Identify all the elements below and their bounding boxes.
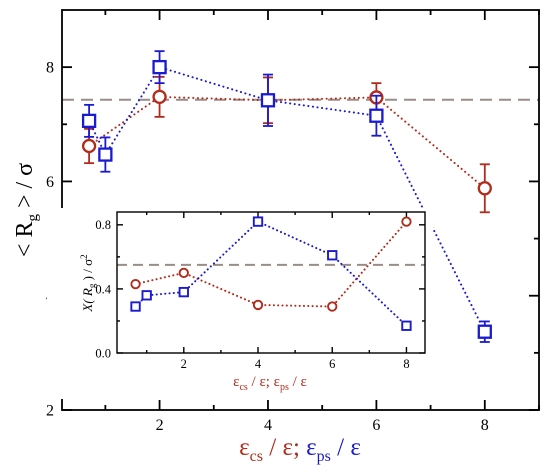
main-series-circle-line	[88, 95, 486, 190]
inset-series-square-point	[401, 320, 412, 331]
inset-x-tick-label: 4	[255, 357, 262, 371]
inset-x-tick-label: 6	[329, 357, 335, 371]
inset-series-square-point	[130, 301, 141, 312]
inset-x-tick-label: 8	[403, 357, 409, 371]
inset-x-axis-label: εcs / ε; εps / ε	[233, 374, 307, 393]
main-y-tick-label: 6	[46, 174, 54, 191]
main-chart: 2 4 6 8 2 4 6 8 < Rg > / σ εcs / ε; εps / ε	[12, 9, 540, 465]
main-series-circle-point	[477, 181, 492, 196]
inset-y-tick-label: 0.8	[95, 218, 111, 232]
inset-y-axis-label: X( Rg ) / σ2	[79, 254, 97, 312]
inset-y-tick-label: 0.4	[95, 282, 111, 296]
main-x-tick-label: 8	[481, 417, 489, 434]
inset-series-circle-point	[252, 299, 264, 311]
main-series-square-point	[152, 59, 167, 75]
inset-series-square-point	[141, 290, 152, 301]
inset-series-circle-point	[178, 267, 189, 279]
inset-plot-frame	[116, 211, 426, 354]
main-x-tick-label: 2	[156, 417, 164, 434]
main-x-tick-label: 4	[264, 417, 272, 434]
main-y-tick-label: 2	[46, 403, 54, 420]
inset-y-tick-label: 0.0	[95, 346, 111, 360]
main-series-circle-point	[152, 89, 167, 105]
inset-series-square-point	[327, 250, 338, 261]
main-x-tick-label: 6	[372, 417, 380, 434]
inset-series-square-point	[252, 216, 264, 227]
main-series-square-line	[88, 65, 486, 333]
inset-background	[47, 208, 433, 399]
main-series-square-point	[81, 113, 97, 129]
inset-series-circle-point	[327, 301, 338, 312]
main-series-square-point	[98, 147, 113, 162]
main-x-axis-label: εcs / ε; εps / ε	[239, 434, 361, 465]
inset-x-tick-label: 2	[181, 357, 187, 371]
inset-series-circle-point	[130, 278, 141, 290]
main-series-circle-point	[81, 138, 97, 154]
main-series-square-point	[477, 324, 492, 339]
main-y-tick-label: 8	[46, 60, 54, 77]
main-y-axis-label: < Rg > / σ	[12, 163, 41, 257]
main-series-square-point	[260, 93, 276, 108]
inset-series-square-point	[178, 286, 189, 298]
main-series-square-point	[369, 108, 384, 123]
inset-series-circle-point	[401, 216, 412, 227]
inset-chart: 2 4 6 8 0.0 0.4 0.8 X( Rg ) / σ2 εcs / ε; εps / …	[47, 208, 433, 399]
